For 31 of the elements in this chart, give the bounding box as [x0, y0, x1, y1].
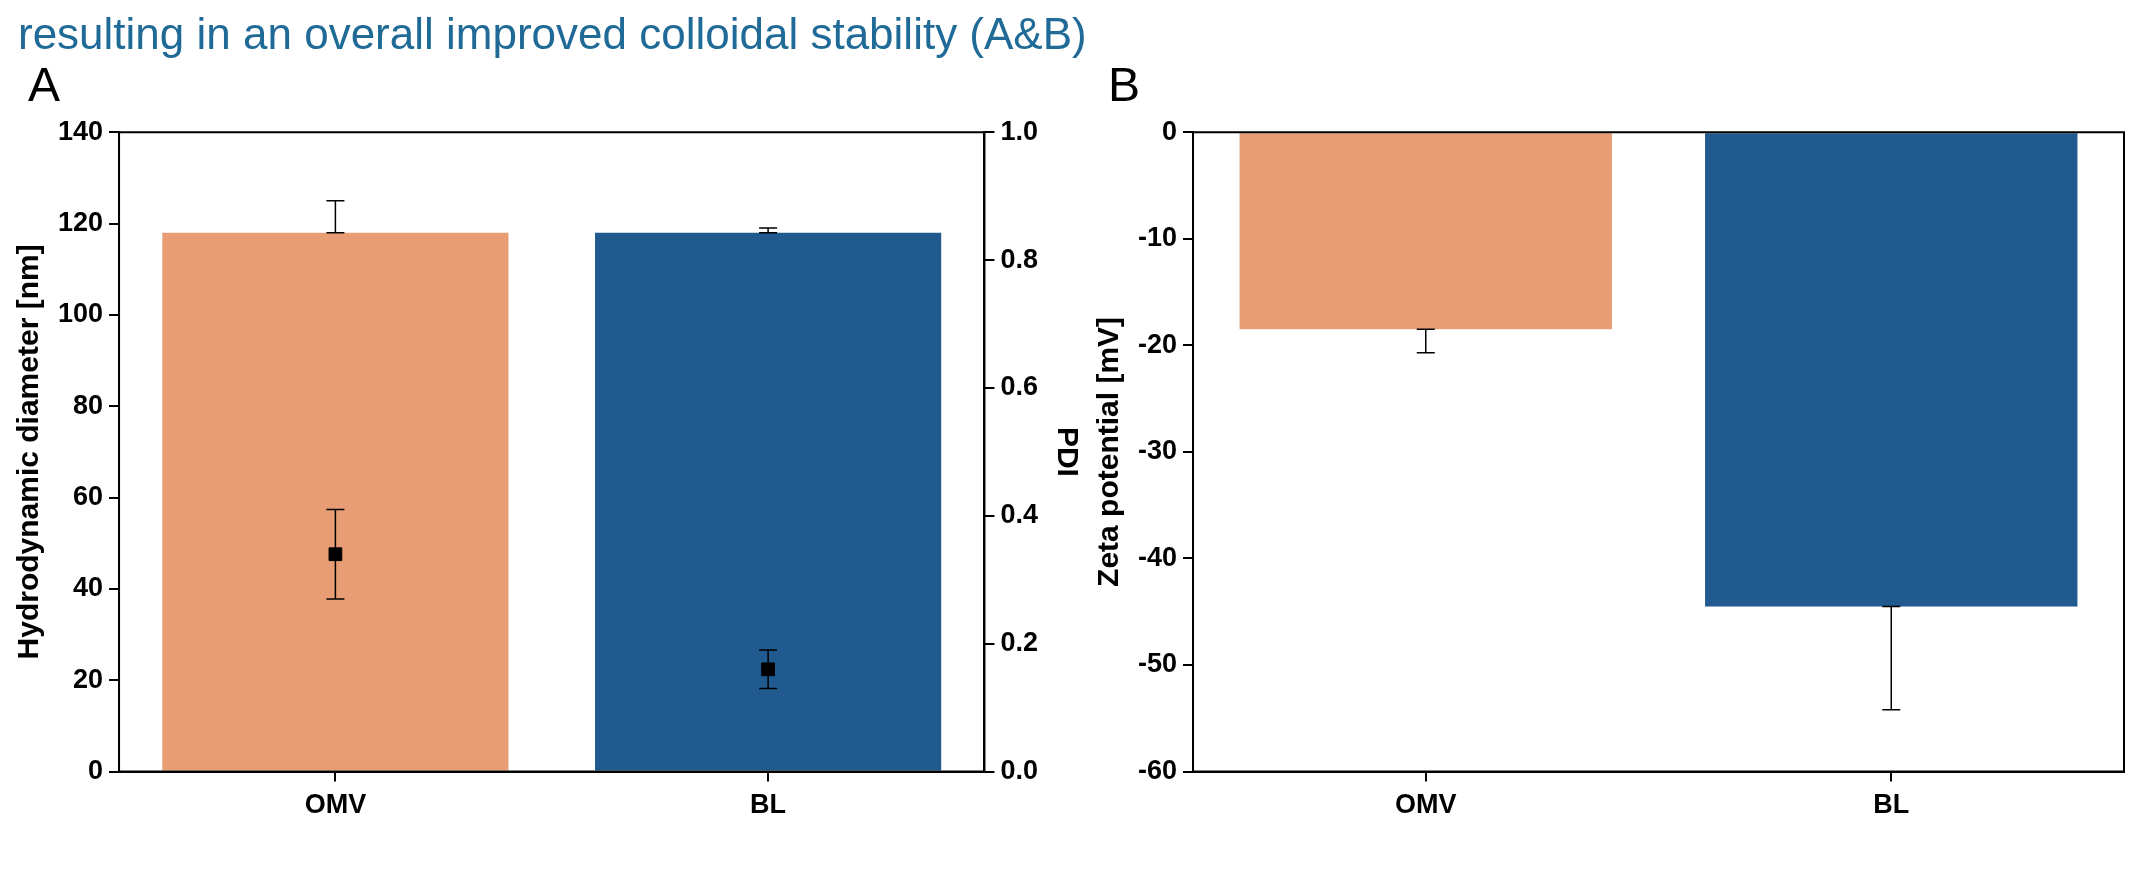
y-tick-label: -60	[1137, 755, 1178, 786]
y2-tick-label: 0.6	[1000, 371, 1039, 402]
y2-tick-label: 0.4	[1000, 499, 1039, 530]
y-tick-label: -20	[1137, 328, 1178, 359]
text: resulting in an overall improved colloidal stability (A&B)	[18, 9, 1087, 58]
y-tick-label: -40	[1137, 541, 1178, 572]
y-tick-label: 80	[73, 389, 104, 420]
y-tick-label: 0	[88, 755, 104, 786]
y-tick-label: 0	[1161, 115, 1178, 146]
y-tick-label: 40	[73, 572, 104, 603]
chart-title: A	[27, 58, 61, 111]
y-tick-label: -30	[1137, 435, 1178, 466]
y-tick-label: 60	[73, 481, 104, 512]
y-tick-label: 140	[57, 115, 104, 146]
y-tick-label: -10	[1137, 222, 1178, 253]
y2-axis-title: PDI	[1051, 426, 1085, 477]
y-tick-label: 100	[57, 298, 104, 329]
y-axis-title: Hydrodynamic diameter [nm]	[11, 244, 45, 660]
x-tick-label: BL	[1873, 789, 1910, 820]
y2-tick-label: 0.0	[1000, 755, 1039, 786]
y-tick-label: 120	[57, 207, 104, 237]
y-tick-label: -50	[1137, 648, 1178, 679]
x-tick-label: BL	[750, 789, 787, 820]
x-tick-label: OMV	[1395, 789, 1457, 820]
x-tick-label: OMV	[304, 789, 367, 820]
y2-tick-label: 0.8	[1000, 243, 1039, 274]
y-axis-title: Zeta potential [mV]	[1091, 316, 1125, 587]
y2-tick-label: 0.2	[1000, 627, 1039, 658]
y-tick-label: 20	[73, 663, 104, 694]
chart-title: B	[1107, 58, 1141, 111]
y2-tick-label: 1.0	[1000, 115, 1039, 146]
